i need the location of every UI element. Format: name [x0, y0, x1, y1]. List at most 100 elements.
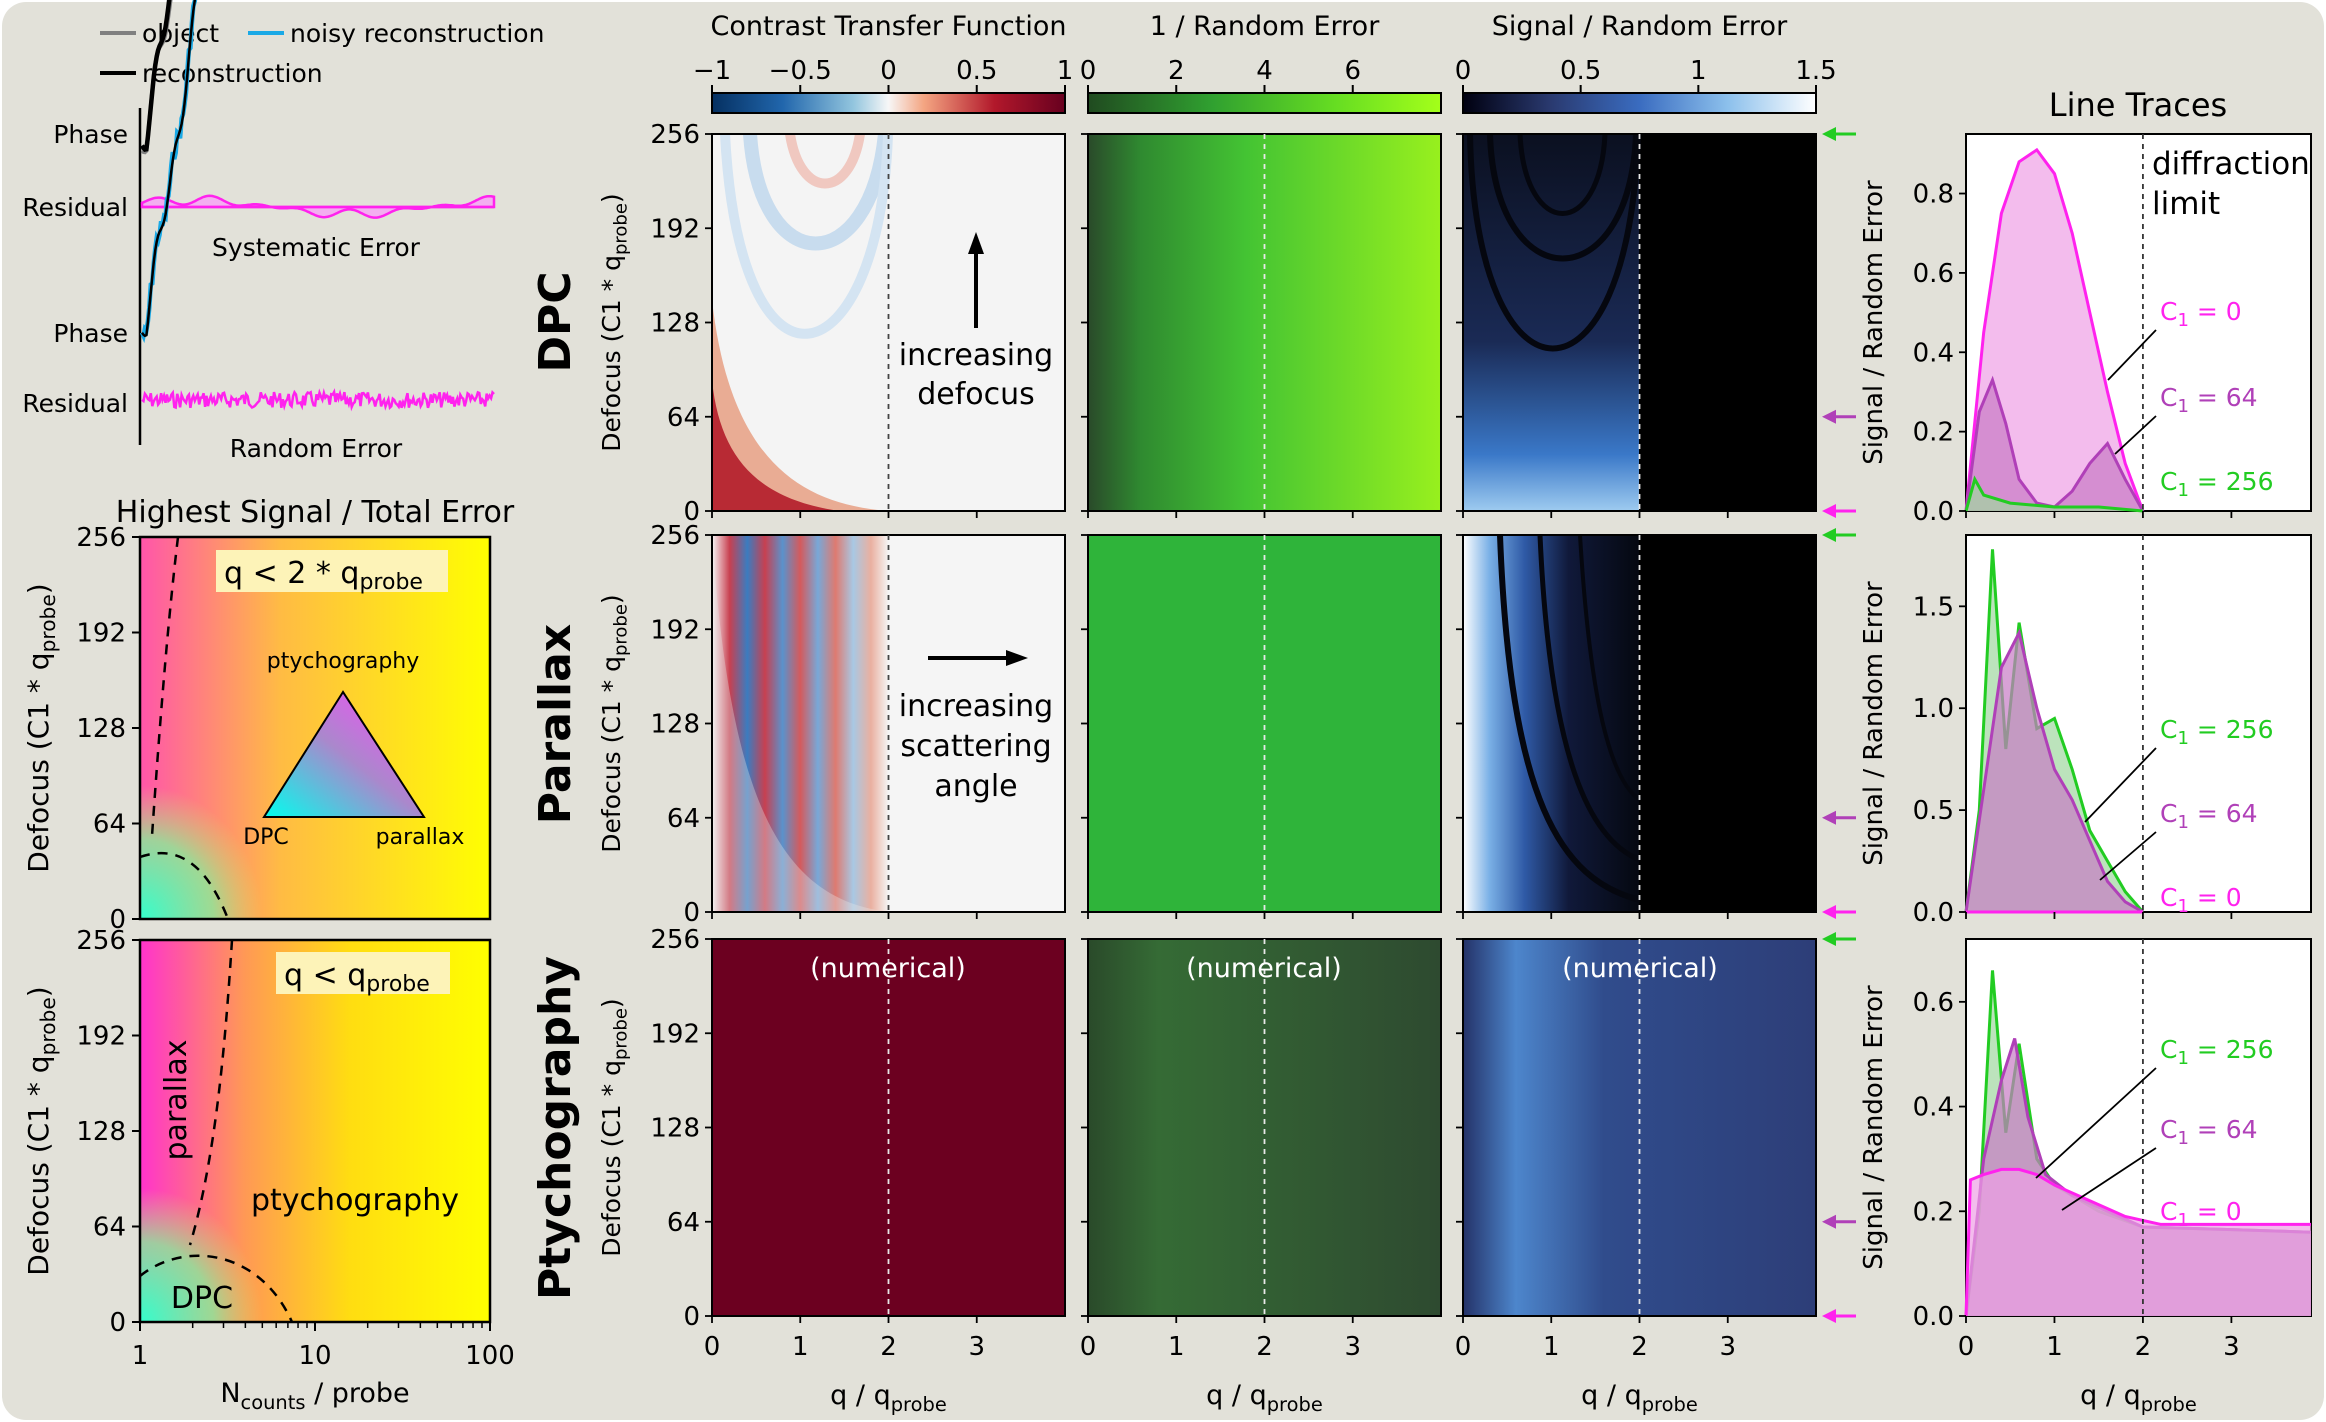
colorbar-tick-label: −0.5: [769, 56, 832, 86]
bottom-condition-box: [276, 952, 450, 994]
defocus-marker-head: [1822, 504, 1836, 518]
heatmap-xtick-label: 2: [1631, 1332, 1648, 1362]
map-ylabel: Defocus (C1 * qprobe): [22, 986, 60, 1275]
map-ytick-label: 64: [93, 1213, 126, 1243]
colorbar-tick-label: 0: [880, 56, 897, 86]
trace-line: [1964, 147, 2145, 512]
heatmap-xtick-label: 0: [1080, 1332, 1097, 1362]
svg-text:defocus: defocus: [917, 377, 1035, 412]
mixing-triangle: [262, 690, 426, 818]
colorbar-tick-label: 2: [1168, 56, 1185, 86]
colorbars: Contrast Transfer Function −1 −0.5 0 0.5 1 1 /…: [693, 11, 1837, 114]
region-parallax: parallax: [159, 1040, 194, 1161]
trace-ytick-label: 1.5: [1913, 592, 1954, 622]
numerical-label-ctf: (numerical): [810, 953, 966, 984]
colorbar-tick-label: 1.5: [1795, 56, 1836, 86]
trace-ytick-label: 0.8: [1913, 180, 1954, 210]
defocus-marker-head: [1822, 810, 1836, 825]
colorbar-tick-label: 1: [1057, 56, 1074, 86]
sys-caption: Systematic Error: [212, 233, 421, 262]
trace-series-label: C1 = 0: [2160, 297, 2242, 331]
heatmap-ytick-label: 192: [650, 214, 700, 244]
defocus-marker-head: [1822, 127, 1836, 141]
trace-leader-line: [2084, 747, 2157, 823]
colorbar-title-0: Contrast Transfer Function: [711, 11, 1067, 42]
signal-map-axes: 0 64 128 192 256 Defocus (C1 * qprobe) 0 64 128 1…: [22, 523, 515, 1414]
heatmap-ytick-label: 256: [650, 120, 700, 150]
tri-right-label: parallax: [376, 825, 465, 850]
trace-line: [1964, 475, 2144, 513]
trace-area: [1966, 380, 2143, 511]
heatmap-grid: [712, 133, 1816, 1316]
heatmap-ytick-label: 64: [667, 1208, 700, 1238]
colorbar-title-2: Signal / Random Error: [1492, 11, 1788, 42]
region-dpc: DPC: [171, 1281, 233, 1316]
trace-leader-line: [2035, 1067, 2157, 1179]
diffraction-limit-label: diffraction: [2152, 146, 2310, 182]
trace-series-label: C1 = 64: [2160, 799, 2258, 833]
map-ytick-label: 256: [76, 523, 126, 553]
trace-xtick-label: 3: [2223, 1332, 2240, 1362]
defocus-marker-head: [1822, 409, 1836, 424]
colorbar-tick-label: 4: [1256, 56, 1273, 86]
heatmap-ytick-label: 128: [650, 710, 700, 740]
svg-text:angle: angle: [934, 769, 1017, 804]
map-ytick-label: 192: [76, 1022, 126, 1052]
heatmap-xtick-label: 3: [1344, 1332, 1361, 1362]
line-traces: 0.0 0.2 0.4 0.6 0.8 Signal / Random Error C1 =…: [1859, 133, 2312, 1416]
heatmap-xtick-label: 3: [968, 1332, 985, 1362]
trace-leader-line: [2061, 1147, 2157, 1211]
trace-line: [1964, 628, 2144, 914]
trace-series-label: C1 = 64: [2160, 383, 2258, 417]
colorbar-tick-label: 0.5: [956, 56, 997, 86]
trace-line: [1964, 1167, 2311, 1317]
heatmap-ytick-label: 192: [650, 1019, 700, 1049]
heatmap-axes: 0 64 128 192 256 Defocus (C1 * qprobe) 0 64 128 1…: [597, 120, 1817, 1416]
signal-map-top: q < 2 * qprobe ptychography DPC parallax: [138, 535, 492, 921]
trace-leader-line: [2114, 415, 2157, 455]
map-ytick-label: 0: [109, 1308, 126, 1338]
colorbar-tick-label: 6: [1344, 56, 1361, 86]
trace-series-label: C1 = 256: [2160, 1035, 2273, 1069]
trace-series-label: C1 = 0: [2160, 1197, 2242, 1231]
systematic-curves: [140, 0, 496, 219]
legend-object: object: [142, 19, 219, 48]
numerical-label-snr: (numerical): [1562, 953, 1718, 984]
colorbar-title-1: 1 / Random Error: [1150, 11, 1381, 42]
legend-recon: reconstruction: [142, 59, 323, 88]
svg-text:scattering: scattering: [900, 729, 1051, 764]
trace-ytick-label: 0.0: [1913, 1302, 1954, 1332]
trace-series-label: C1 = 64: [2160, 1115, 2258, 1149]
colorbar-tick-label: 0.5: [1560, 56, 1601, 86]
map-ytick-label: 128: [76, 714, 126, 744]
diffraction-limit-label: limit: [2152, 186, 2220, 222]
row-title-parallax: Parallax: [530, 624, 581, 824]
heatmap-xtick-label: 2: [880, 1332, 897, 1362]
heatmap-ytick-label: 0: [683, 497, 700, 527]
trace-series-label: C1 = 256: [2160, 715, 2273, 749]
sys-phase-label: Phase: [53, 120, 128, 149]
trace-leader-line: [2107, 329, 2157, 381]
svg-text:increasing: increasing: [899, 689, 1053, 724]
colorbar-tick-label: 0: [1455, 56, 1472, 86]
schematic: object noisy reconstruction reconstructi…: [22, 0, 544, 463]
defocus-marker-head: [1822, 1214, 1836, 1229]
top-condition: q < 2 * qprobe: [224, 556, 423, 595]
heatmap-xtick-label: 0: [1455, 1332, 1472, 1362]
heatmap-xtick-label: 1: [792, 1332, 809, 1362]
legend-noisy: noisy reconstruction: [290, 19, 544, 48]
colorbar-tick-label: 0: [1080, 56, 1097, 86]
trace-ytick-label: 0.4: [1913, 1093, 1954, 1123]
top-condition-box: [216, 550, 448, 592]
trace-xtick-label: 1: [2046, 1332, 2063, 1362]
trace-ytick-label: 0.6: [1913, 988, 1954, 1018]
trace-ytick-label: 0.5: [1913, 796, 1954, 826]
heatmap-ytick-label: 192: [650, 615, 700, 645]
colorbar-tick-label: −1: [693, 56, 731, 86]
trace-series-label: C1 = 0: [2160, 883, 2242, 917]
defocus-marker-head: [1822, 932, 1836, 946]
trace-ytick-label: 0.2: [1913, 418, 1954, 448]
heatmap-xlabel: q / qprobe: [1206, 1380, 1323, 1416]
heatmap-ytick-label: 128: [650, 309, 700, 339]
